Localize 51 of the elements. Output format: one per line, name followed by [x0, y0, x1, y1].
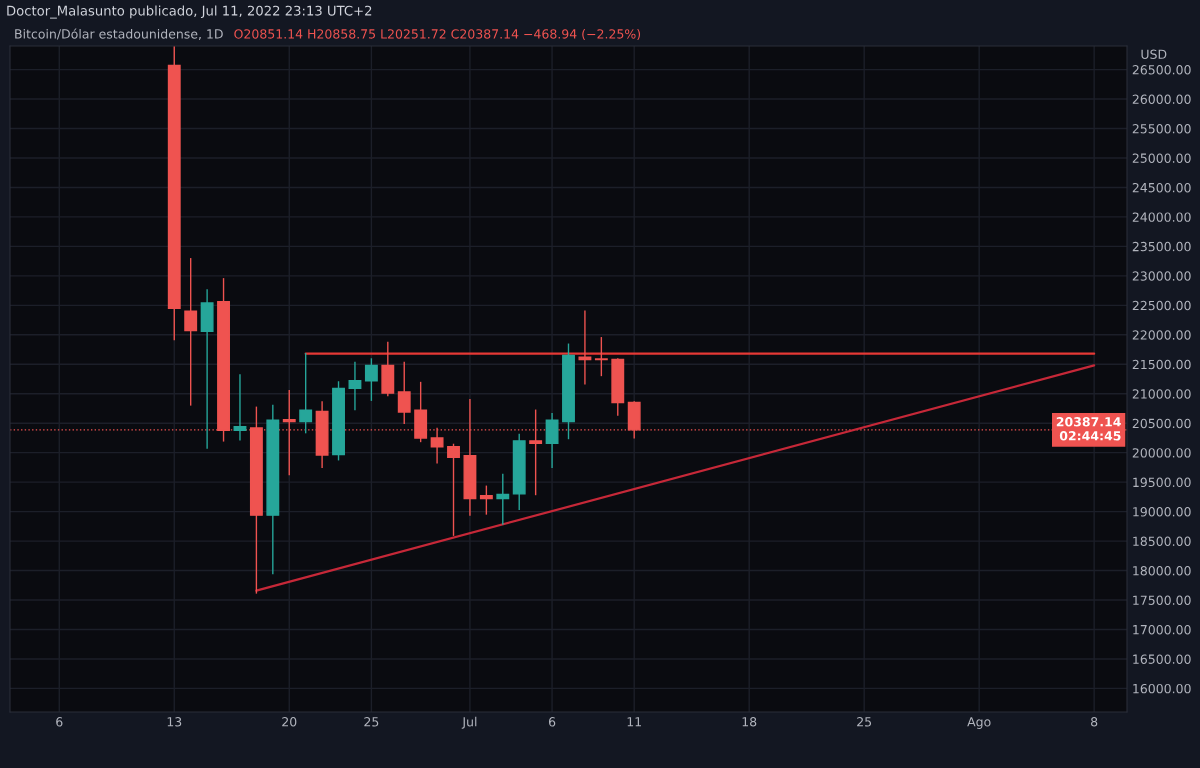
x-tick-label: 25: [857, 717, 872, 727]
y-tick-label: 21000.00: [1132, 389, 1191, 399]
y-tick-label: 18000.00: [1133, 566, 1191, 576]
candlestick: [496, 473, 510, 525]
y-tick-label: 17000.00: [1133, 624, 1191, 635]
candlestick: [545, 413, 559, 469]
candlestick: [184, 258, 198, 406]
y-tick-label: 16000.00: [1133, 683, 1191, 694]
y-tick-label: 20500.00: [1132, 418, 1191, 429]
y-tick-label: 25500.00: [1132, 123, 1191, 134]
text: Doctor_Malasunto publicado, Jul 11, 2022 23:13 UTC+2: [7, 5, 372, 19]
y-tick-label: 24500.00: [1132, 182, 1191, 193]
candlestick: [233, 374, 247, 441]
y-tick-label: 19500.00: [1133, 477, 1191, 488]
x-tick-label: Jul: [461, 716, 477, 729]
x-tick-label: 8: [1091, 717, 1098, 727]
y-tick-label: 23000.00: [1132, 271, 1191, 281]
y-tick-label: 20000.00: [1132, 448, 1191, 458]
annotation: 02:44:45: [1059, 431, 1121, 441]
y-tick-label: 22500.00: [1132, 300, 1191, 311]
y-tick-label: 17500.00: [1133, 595, 1191, 605]
y-tick-label: 21500.00: [1132, 359, 1191, 370]
y-tick-label: 25000.00: [1132, 153, 1191, 163]
candlestick: [364, 358, 378, 401]
x-tick-label: 13: [167, 717, 182, 727]
y-tick-label: 22000.00: [1132, 330, 1191, 340]
candlestick: [594, 337, 608, 377]
candlestick: [397, 361, 411, 424]
x-tick-label: Ago: [967, 717, 991, 729]
x-tick-label: 25: [364, 717, 379, 727]
y-axis-title: USD: [1141, 49, 1167, 60]
ref-line-label: 20387.14: [1056, 417, 1121, 427]
candlestick: [299, 352, 313, 434]
candlestick: [578, 310, 592, 385]
x-tick-label: 6: [548, 717, 556, 727]
chart-title: Bitcoin/Dólar estadounidense, 1D: [15, 28, 223, 40]
y-tick-label: 26000.00: [1132, 94, 1191, 104]
y-tick-label: 26500.00: [1132, 65, 1191, 75]
chart-subtitle: O20851.14 H20858.75 L20251.72 C20387.14 −468.94 (−2.25%): [234, 28, 641, 41]
y-tick-label: 18500.00: [1133, 536, 1191, 547]
y-tick-label: 24000.00: [1132, 212, 1191, 222]
x-tick-label: 11: [627, 717, 641, 727]
x-tick-label: 6: [56, 717, 63, 727]
candlestick: [447, 443, 460, 536]
candlestick: [479, 485, 493, 515]
candlestick: [348, 361, 362, 411]
x-tick-label: 18: [742, 717, 757, 727]
y-tick-label: 19000.00: [1133, 507, 1191, 517]
y-tick-label: 16500.00: [1133, 654, 1191, 664]
x-tick-label: 20: [282, 717, 297, 727]
y-tick-label: 23500.00: [1132, 241, 1191, 252]
